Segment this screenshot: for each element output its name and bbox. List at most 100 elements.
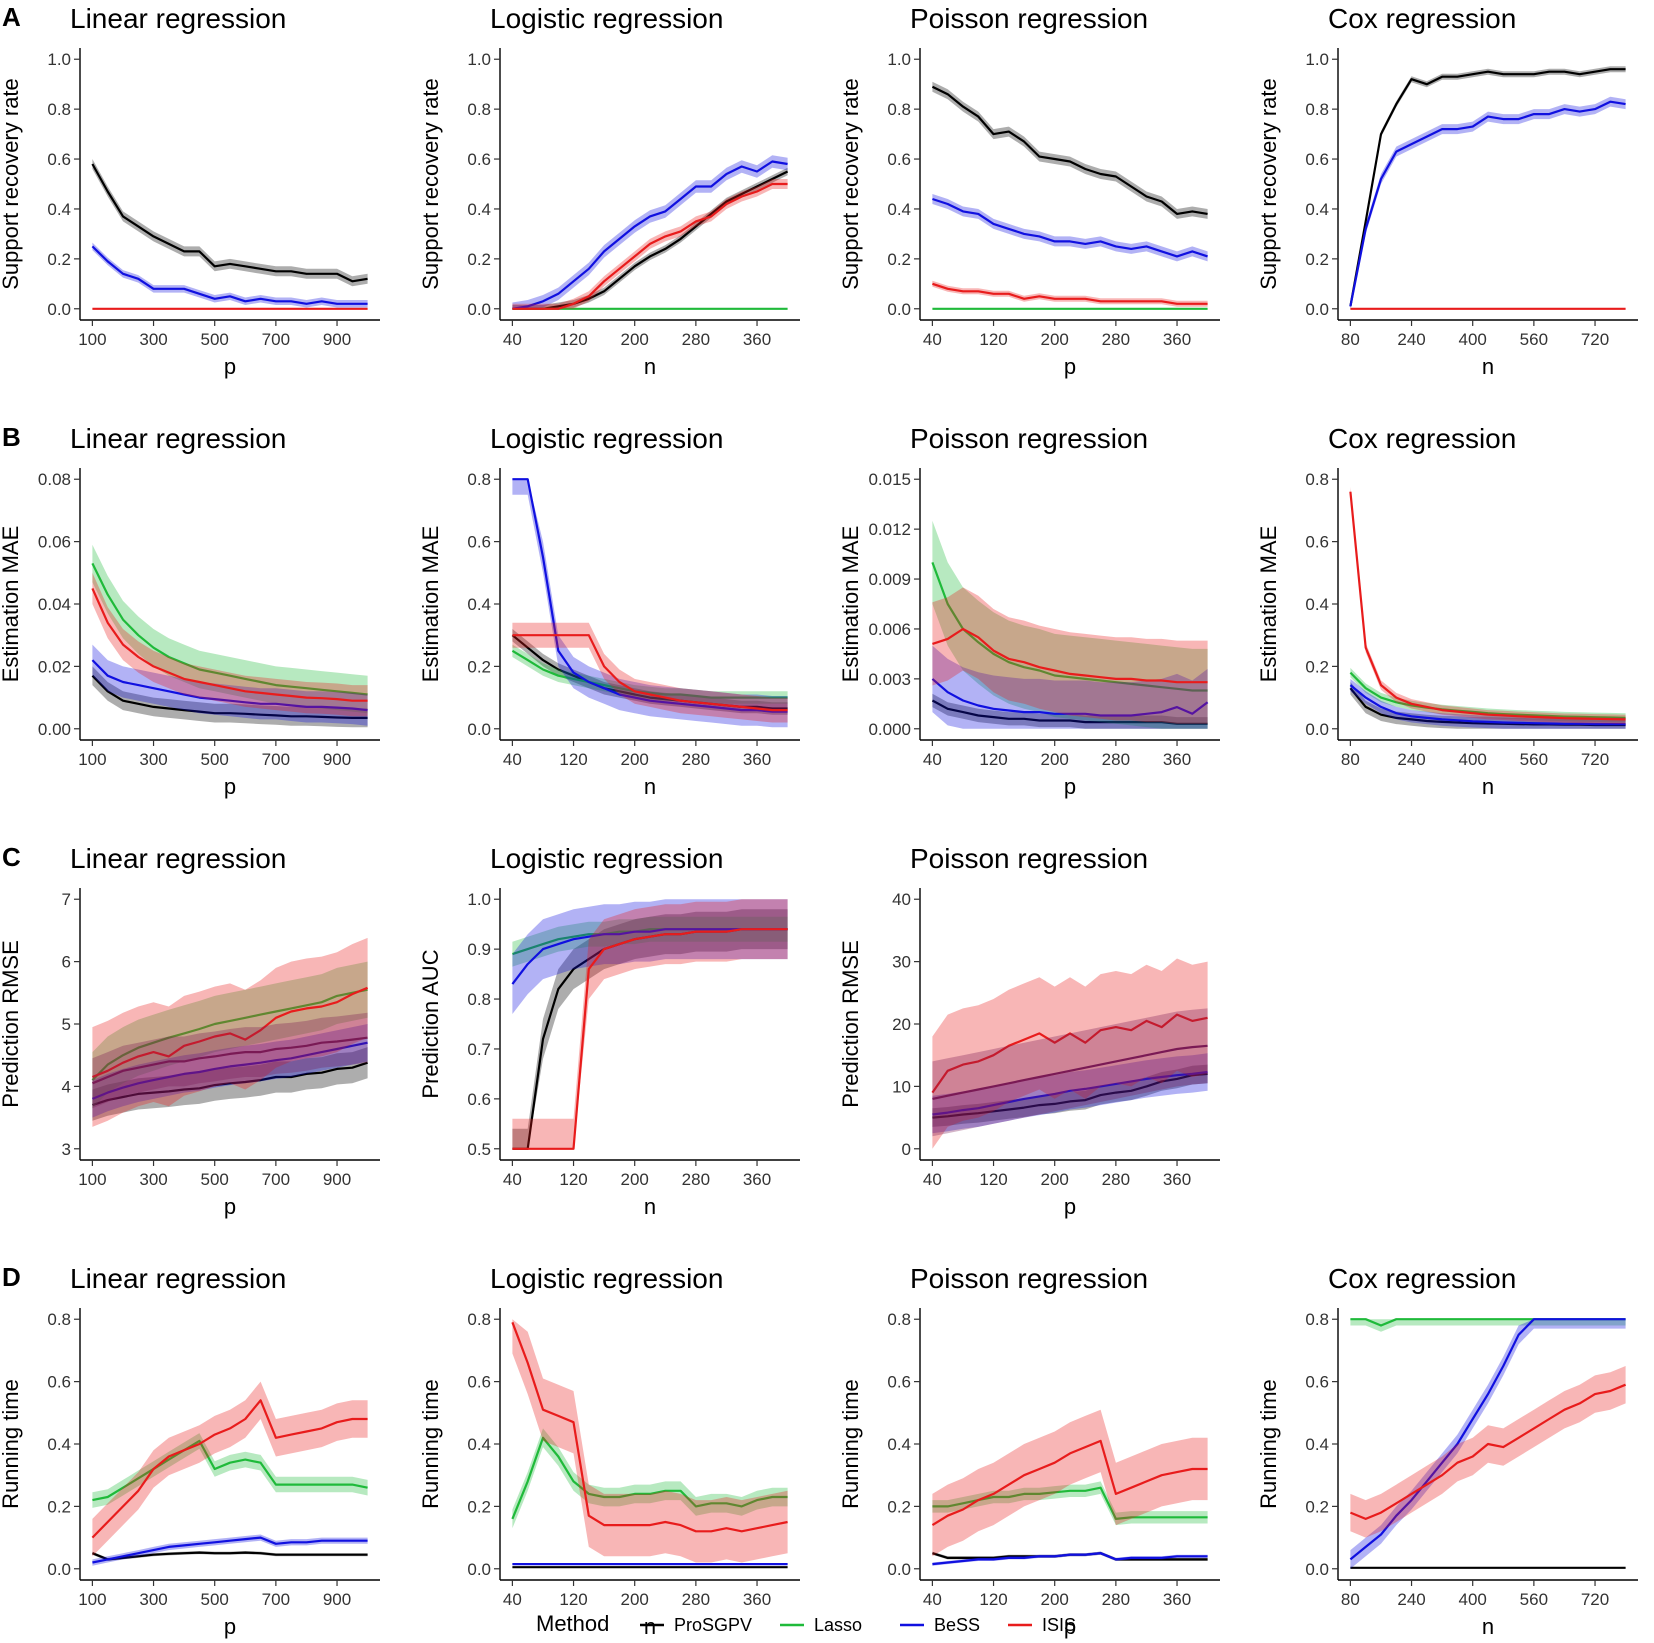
band-lasso <box>92 961 368 1109</box>
row-label-b: B <box>2 422 21 452</box>
y-tick-label: 1.0 <box>887 50 911 69</box>
x-axis-label: n <box>644 1194 656 1219</box>
x-tick-label: 280 <box>1102 1590 1130 1609</box>
y-tick-label: 40 <box>892 890 911 909</box>
x-tick-label: 240 <box>1397 750 1425 769</box>
y-tick-label: 0.2 <box>467 1497 491 1516</box>
x-tick-label: 240 <box>1397 330 1425 349</box>
x-axis-label: p <box>1064 774 1076 799</box>
band-isis <box>512 899 788 1149</box>
y-tick-label: 0.6 <box>887 1373 911 1392</box>
x-tick-label: 80 <box>1341 1590 1360 1609</box>
y-tick-label: 0.08 <box>38 470 71 489</box>
y-tick-label: 0.003 <box>868 670 911 689</box>
series-line-lasso <box>511 649 788 699</box>
y-axis-label: Estimation MAE <box>418 526 443 683</box>
series-line-bess <box>932 1070 1208 1116</box>
x-tick-label: 200 <box>621 1590 649 1609</box>
y-tick-label: 0.2 <box>467 250 491 269</box>
series-line-isis <box>91 986 369 1079</box>
x-axis-label: p <box>224 1194 236 1219</box>
series-line-isis <box>931 1439 1208 1527</box>
panel-a-3: Poisson regression 0.0 0.2 0.4 0.6 0.8 1.0 40 12… <box>838 3 1220 379</box>
x-axis-label: p <box>1064 1614 1076 1639</box>
series-line-bess <box>512 478 788 713</box>
panel-c-1: Linear regression 3 4 5 6 7 100 300 500 700 900 p Pr… <box>0 843 380 1219</box>
band-bess <box>932 194 1208 262</box>
series-line-isis <box>91 587 368 702</box>
x-tick-label: 720 <box>1581 330 1609 349</box>
series-line-prosgpv <box>1349 68 1626 307</box>
series-line-bess <box>932 197 1208 258</box>
series-line-lasso <box>931 562 1208 692</box>
y-axis-label: Prediction RMSE <box>838 940 863 1108</box>
series-line-isis <box>931 1013 1208 1094</box>
series-line-bess <box>932 1552 1208 1566</box>
band-prosgpv <box>92 666 368 728</box>
x-tick-label: 400 <box>1459 1590 1487 1609</box>
x-tick-label: 120 <box>559 750 587 769</box>
y-tick-label: 0.0 <box>887 300 911 319</box>
y-axis-label: Estimation MAE <box>1256 526 1281 683</box>
band-isis <box>512 1319 788 1563</box>
series-line-bess <box>512 160 788 310</box>
x-tick-label: 560 <box>1520 330 1548 349</box>
x-tick-label: 500 <box>201 330 229 349</box>
band-isis <box>92 572 368 717</box>
x-tick-label: 120 <box>979 750 1007 769</box>
y-tick-label: 30 <box>892 953 911 972</box>
series-line-prosgpv <box>512 170 789 310</box>
series-line-prosgpv <box>91 163 368 283</box>
y-tick-label: 0.4 <box>887 1435 911 1454</box>
series-line-isis <box>1349 1383 1627 1521</box>
band-lasso <box>1350 667 1626 723</box>
x-axis-label: n <box>644 1614 656 1639</box>
x-tick-label: 200 <box>621 750 649 769</box>
y-tick-label: 0.8 <box>467 1310 491 1329</box>
panel-title: Linear regression <box>70 1263 286 1294</box>
series-line-mixed <box>91 1036 368 1085</box>
y-tick-label: 20 <box>892 1015 911 1034</box>
panel-b-2: Logistic regression 0.0 0.2 0.4 0.6 0.8 40 120 2… <box>418 423 800 799</box>
x-tick-label: 200 <box>1041 1170 1069 1189</box>
series-line-bess <box>91 245 368 305</box>
band-isis <box>1350 487 1626 725</box>
panel-title: Poisson regression <box>910 3 1148 34</box>
panel-title: Poisson regression <box>910 423 1148 454</box>
panel-title: Cox regression <box>1328 423 1516 454</box>
legend-label-bess: BeSS <box>934 1615 980 1635</box>
series-line-isis <box>91 1399 368 1539</box>
x-axis-label: n <box>644 354 656 379</box>
y-tick-label: 0.04 <box>38 595 71 614</box>
y-tick-label: 0.6 <box>467 533 491 552</box>
x-tick-label: 360 <box>1163 750 1191 769</box>
panel-a-1: Linear regression 0.0 0.2 0.4 0.6 0.8 1.0 100 30… <box>0 3 380 379</box>
band-bess <box>932 645 1208 729</box>
panel-title: Linear regression <box>70 843 286 874</box>
y-tick-label: 0.8 <box>47 1310 71 1329</box>
panel-c-3: Poisson regression 0 10 20 30 40 40 120 200 280 36… <box>838 843 1220 1219</box>
x-tick-label: 360 <box>743 750 771 769</box>
x-tick-label: 200 <box>1041 1590 1069 1609</box>
x-axis-label: p <box>224 1614 236 1639</box>
series-line-isis <box>512 634 788 712</box>
y-tick-label: 0.9 <box>467 940 491 959</box>
x-tick-label: 280 <box>682 330 710 349</box>
x-axis-label: n <box>1482 354 1494 379</box>
panel-d-2: Logistic regression 0.0 0.2 0.4 0.6 0.8 40 120 2… <box>418 1263 800 1639</box>
series-line-isis <box>511 1321 788 1533</box>
band-lasso <box>932 520 1208 729</box>
row-label-d: D <box>2 1262 21 1292</box>
x-tick-label: 720 <box>1581 750 1609 769</box>
series-line-bess <box>92 1536 368 1564</box>
series-line-bess <box>1349 684 1626 726</box>
y-tick-label: 0.6 <box>47 1373 71 1392</box>
x-tick-label: 280 <box>682 750 710 769</box>
y-axis-label: Estimation MAE <box>0 526 23 683</box>
x-axis-label: p <box>1064 354 1076 379</box>
y-tick-label: 1.0 <box>467 890 491 909</box>
y-tick-label: 0.2 <box>887 1497 911 1516</box>
x-tick-label: 400 <box>1459 330 1487 349</box>
y-tick-label: 10 <box>892 1077 911 1096</box>
y-tick-label: 0.0 <box>47 300 71 319</box>
